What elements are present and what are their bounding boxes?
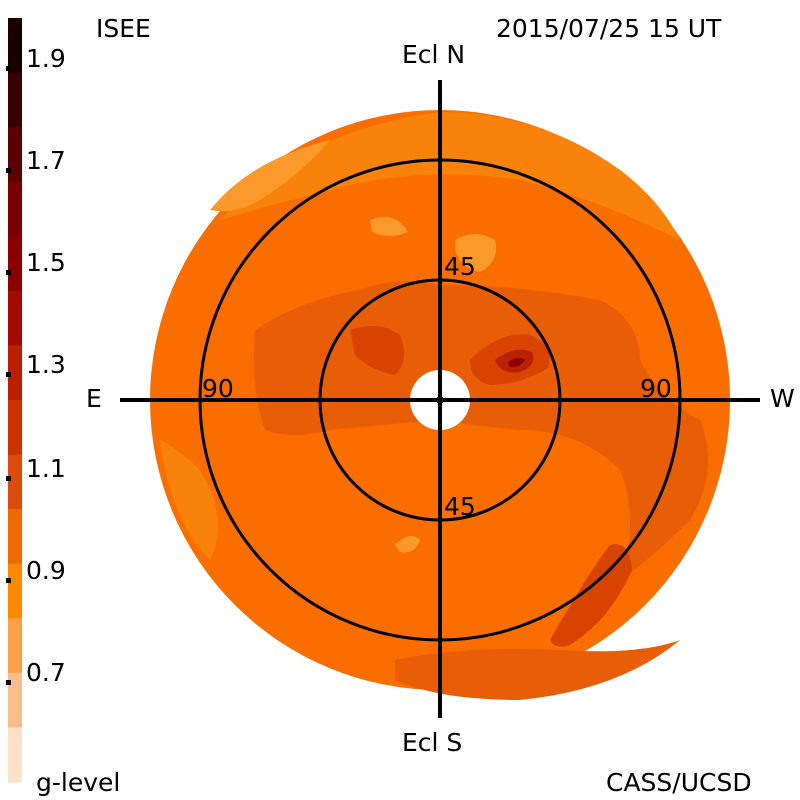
disk-outer-region xyxy=(160,440,218,560)
colorbar-tick-label: 1.3 xyxy=(26,350,66,379)
colorbar-tick-mark xyxy=(6,680,11,685)
colorbar-tick-label: 1.9 xyxy=(26,44,66,73)
disk-mid-region xyxy=(395,640,680,700)
axis-label-south: Ecl S xyxy=(402,728,463,757)
disk-dark-region xyxy=(350,326,404,375)
ring-label-45-top: 45 xyxy=(444,252,476,281)
credit-label: CASS/UCSD xyxy=(606,768,752,797)
colorbar-tick-label: 0.9 xyxy=(26,556,66,585)
colorbar-segment xyxy=(8,72,22,128)
colorbar-tick-mark xyxy=(6,578,11,583)
colorbar-segment xyxy=(8,454,22,510)
ring-label-90-right: 90 xyxy=(640,374,672,403)
colorbar xyxy=(8,18,22,783)
colorbar-segment xyxy=(8,290,22,346)
colorbar-segment xyxy=(8,563,22,619)
colorbar-tick-mark xyxy=(6,476,11,481)
axis-label-north: Ecl N xyxy=(402,40,466,69)
disk-light-patch xyxy=(210,140,330,212)
disk-light-patch xyxy=(395,536,420,553)
colorbar-tick-mark xyxy=(6,372,11,377)
colorbar-segment xyxy=(8,181,22,237)
colorbar-tick-label: 1.7 xyxy=(26,146,66,175)
colorbar-tick-label: 1.5 xyxy=(26,248,66,277)
colorbar-tick-mark xyxy=(6,270,11,275)
axis-label-west: W xyxy=(770,384,795,413)
colorbar-segment xyxy=(8,400,22,456)
colorbar-tick-label: 1.1 xyxy=(26,454,66,483)
disk-darkest-region xyxy=(508,357,525,368)
disk-light-patch xyxy=(370,216,408,236)
disk-light-patch xyxy=(455,234,496,272)
colorbar-segment xyxy=(8,672,22,728)
colorbar-tick-mark xyxy=(6,66,11,71)
colorbar-segment xyxy=(8,345,22,401)
axis-label-east: E xyxy=(86,384,102,413)
colorbar-tick-mark xyxy=(6,168,11,173)
colorbar-segment xyxy=(8,618,22,674)
ring-label-45-bottom: 45 xyxy=(444,492,476,521)
ring-label-90-left: 90 xyxy=(202,374,234,403)
legend-title: g-level xyxy=(36,768,121,797)
datetime-label: 2015/07/25 15 UT xyxy=(496,14,722,43)
colorbar-segment xyxy=(8,509,22,565)
colorbar-segment xyxy=(8,236,22,292)
colorbar-segment xyxy=(8,727,22,783)
sun-center-dot xyxy=(436,396,444,404)
colorbar-tick-label: 0.7 xyxy=(26,658,66,687)
colorbar-segment xyxy=(8,18,22,74)
disk-outer-region xyxy=(220,112,680,240)
institute-label: ISEE xyxy=(96,14,151,43)
colorbar-segment xyxy=(8,127,22,183)
